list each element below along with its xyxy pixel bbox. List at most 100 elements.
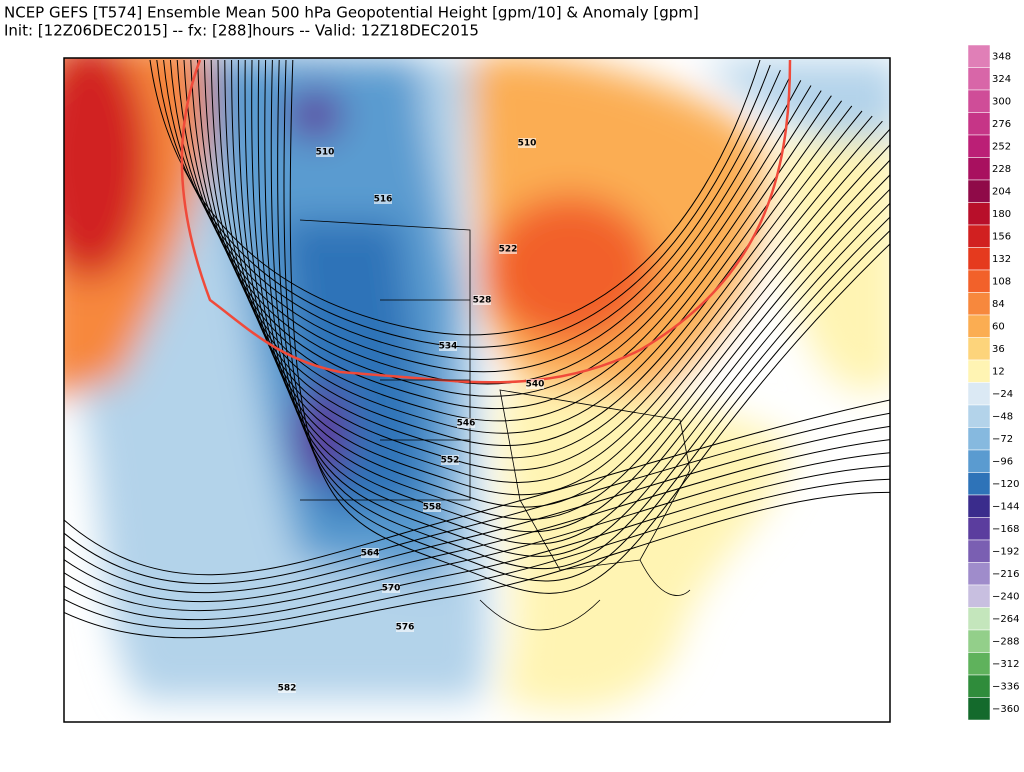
contour-line (176, 59, 802, 385)
contour-label-bg (396, 622, 414, 632)
contour-label: 510 (316, 148, 335, 158)
contour-line (283, 59, 890, 582)
colorbar-label: 156 (992, 231, 1011, 242)
contour-label-bg (457, 418, 475, 428)
color-swatch (967, 404, 991, 428)
contour-label: 522 (499, 245, 518, 255)
colorbar-label: 324 (992, 74, 1011, 85)
contour-line (289, 59, 890, 594)
colorbar-label: 108 (992, 276, 1011, 287)
color-swatch (967, 157, 991, 181)
contour-line (217, 59, 863, 459)
colorbar-label: 228 (992, 164, 1011, 175)
contour-label: 516 (374, 195, 393, 205)
contour-line (64, 478, 890, 630)
contour-label-bg (526, 379, 544, 389)
contour-label: 552 (441, 456, 460, 466)
color-swatch (967, 449, 991, 473)
color-swatch (967, 292, 991, 316)
contour-label: 510 (518, 139, 537, 149)
colorbar-label: −264 (992, 614, 1019, 625)
contour-label: 570 (382, 584, 401, 594)
colorbar-label: −312 (992, 659, 1019, 670)
colorbar-label: 252 (992, 141, 1011, 152)
colorbar-label: 12 (992, 366, 1005, 377)
color-swatch (967, 674, 991, 698)
color-swatch (967, 269, 991, 293)
colorbar-label: 204 (992, 186, 1011, 197)
color-swatch (967, 247, 991, 271)
colorbar-label: 84 (992, 299, 1005, 310)
contour-line (270, 59, 890, 557)
colorbar-label: −336 (992, 681, 1019, 692)
map-frame (63, 57, 891, 723)
colorbar-label: 180 (992, 209, 1011, 220)
contour-line (64, 465, 890, 621)
contour-label: 528 (473, 296, 492, 306)
title-line-1: NCEP GEFS [T574] Ensemble Mean 500 hPa G… (4, 4, 699, 22)
color-swatch (967, 427, 991, 451)
color-swatch (967, 112, 991, 136)
contour-label-bg (439, 341, 457, 351)
color-swatch (967, 134, 991, 158)
contour-line (231, 59, 883, 483)
color-swatch (967, 202, 991, 226)
colorbar-label: 348 (992, 51, 1011, 62)
colorbar-label: −240 (992, 591, 1019, 602)
color-swatch (967, 562, 991, 586)
contour-label: 564 (361, 549, 380, 559)
contour-line (197, 59, 832, 422)
colorbar-label: −96 (992, 456, 1013, 467)
contour-label-bg (361, 548, 379, 558)
contour-label-bg (374, 194, 392, 204)
title-line-2: Init: [12Z06DEC2015] -- fx: [288]hours -… (4, 22, 479, 40)
color-swatch (967, 584, 991, 608)
color-swatch (967, 697, 991, 721)
color-swatch (967, 224, 991, 248)
contour-label: 546 (457, 419, 476, 429)
color-swatch (967, 44, 991, 68)
color-swatch (967, 314, 991, 338)
color-swatch (967, 472, 991, 496)
contour-label: 576 (396, 623, 415, 633)
contour-line (64, 425, 890, 594)
colorbar-label: 300 (992, 96, 1011, 107)
contour-line (64, 452, 890, 612)
contour-label: 534 (439, 342, 458, 352)
contour-label-bg (316, 147, 334, 157)
contour-line (64, 412, 890, 585)
contour-label-bg (423, 502, 441, 512)
contour-label: 582 (278, 684, 297, 694)
color-swatch (967, 89, 991, 113)
colorbar-label: −144 (992, 501, 1019, 512)
color-swatch (967, 337, 991, 361)
contour-line (183, 59, 812, 397)
colorbar-label: −120 (992, 479, 1019, 490)
colorbar-label: −216 (992, 569, 1019, 580)
color-swatch (967, 517, 991, 541)
contour-line (64, 439, 890, 603)
contour-line (190, 59, 822, 410)
color-swatch (967, 629, 991, 653)
color-swatch (967, 607, 991, 631)
colorbar-label: −48 (992, 411, 1013, 422)
contour-line (257, 59, 890, 533)
color-swatch (967, 67, 991, 91)
contour-label-bg (382, 583, 400, 593)
contour-line (251, 59, 890, 520)
colorbar-label: −360 (992, 704, 1019, 715)
colorbar-label: 60 (992, 321, 1005, 332)
colorbar-label: −72 (992, 434, 1013, 445)
colorbar-label: 36 (992, 344, 1005, 355)
contour-label: 540 (526, 380, 545, 390)
color-swatch (967, 382, 991, 406)
contour-label-bg (278, 683, 296, 693)
contour-line (264, 59, 890, 545)
colorbar-label: 132 (992, 254, 1011, 265)
color-swatch (967, 494, 991, 518)
contour-line (64, 399, 890, 576)
color-swatch (967, 359, 991, 383)
map (64, 58, 890, 722)
